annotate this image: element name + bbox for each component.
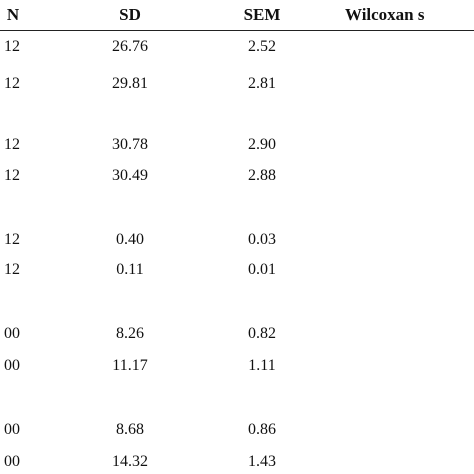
sd-cell: 14.32 <box>112 453 148 470</box>
sd-cell: 30.49 <box>112 167 148 184</box>
n-cell: 12 <box>4 167 20 184</box>
n-cell: 00 <box>4 357 20 374</box>
n-cell: 00 <box>4 453 20 470</box>
sem-cell: 2.81 <box>248 75 276 92</box>
sem-cell: 0.03 <box>248 231 276 248</box>
sem-cell: 0.86 <box>248 421 276 438</box>
sem-cell: 0.82 <box>248 325 276 342</box>
n-cell: 00 <box>4 325 20 342</box>
header-rule <box>0 30 474 31</box>
sd-cell: 29.81 <box>112 75 148 92</box>
column-header: SEM <box>243 5 281 24</box>
n-cell: 12 <box>4 261 20 278</box>
column-header: Wilcoxan s <box>345 5 425 24</box>
sem-cell: 2.52 <box>248 38 276 55</box>
sd-cell: 0.11 <box>116 261 144 278</box>
column-header: SD <box>119 5 141 24</box>
n-cell: 12 <box>4 136 20 153</box>
n-cell: 00 <box>4 421 20 438</box>
sem-cell: 1.11 <box>248 357 276 374</box>
n-cell: 12 <box>4 231 20 248</box>
sd-cell: 11.17 <box>112 357 148 374</box>
sd-cell: 26.76 <box>112 38 148 55</box>
sd-cell: 30.78 <box>112 136 148 153</box>
n-cell: 12 <box>4 38 20 55</box>
sem-cell: 2.88 <box>248 167 276 184</box>
column-header: N <box>6 5 20 24</box>
n-cell: 12 <box>4 75 20 92</box>
sd-cell: 0.40 <box>116 231 144 248</box>
sd-cell: 8.68 <box>116 421 144 438</box>
sem-cell: 2.90 <box>248 136 276 153</box>
sem-cell: 0.01 <box>248 261 276 278</box>
sd-cell: 8.26 <box>116 325 144 342</box>
sem-cell: 1.43 <box>248 453 276 470</box>
